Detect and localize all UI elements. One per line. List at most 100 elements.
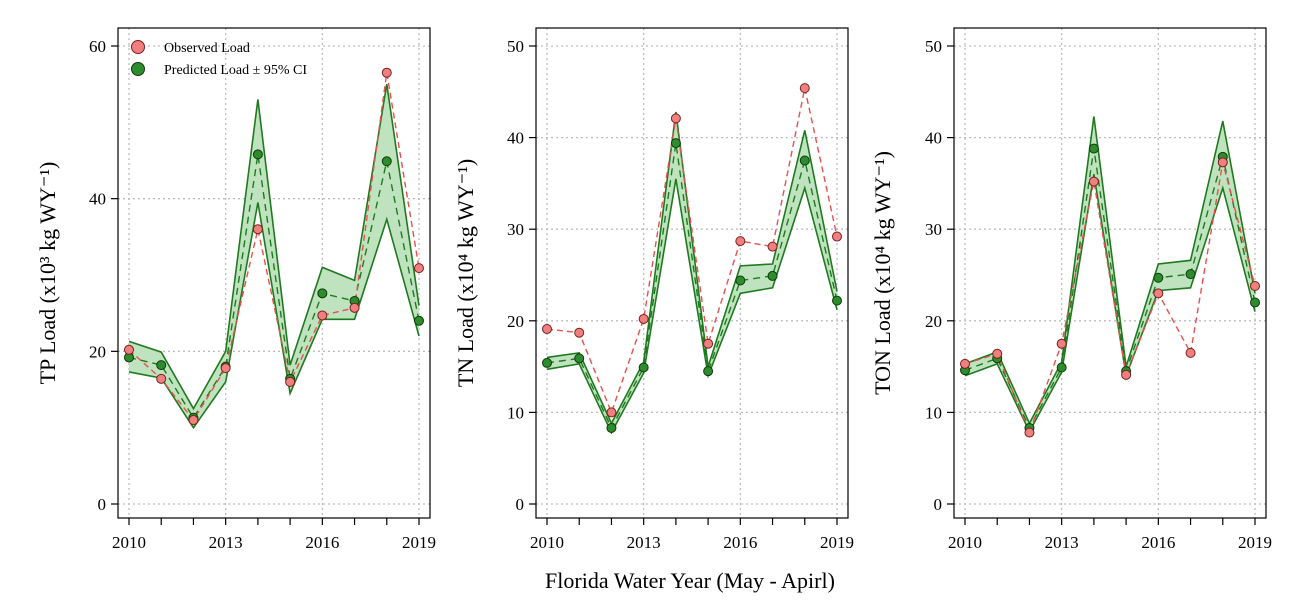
- observed-point: [414, 263, 424, 274]
- observed-point: [317, 310, 328, 321]
- confidence-band: [547, 111, 837, 433]
- observed-line: [128, 72, 420, 422]
- predicted-point: [252, 149, 263, 160]
- legend: Observed Load Predicted Load ± 95% CI: [131, 40, 307, 78]
- observed-point: [156, 373, 167, 384]
- observed-point: [252, 224, 263, 235]
- observed-point: [285, 376, 296, 387]
- y-tick-label: 20: [507, 312, 524, 331]
- observed-point: [1250, 280, 1260, 291]
- y-axis-title: TN Load (x10⁴ kg WY⁻¹): [453, 159, 478, 387]
- ci-upper-line: [964, 116, 1256, 426]
- x-tick-label: 2013: [627, 533, 661, 552]
- y-tick-label: 40: [925, 129, 942, 148]
- legend-observed-label: Observed Load: [164, 41, 250, 56]
- x-tick-label: 2016: [1141, 533, 1175, 552]
- y-tick-label: 40: [89, 190, 106, 209]
- y-tick-label: 20: [89, 342, 106, 361]
- predicted-point: [1056, 362, 1067, 373]
- chart-panel-1: 0 20 40 60 2010 2013 2016 2019 TP Load (x10³ kg …: [35, 27, 436, 552]
- observed-point: [1153, 288, 1164, 299]
- predicted-point: [414, 315, 424, 326]
- chart-panel-2: 0 10 20 30 40 50 2010 2013 2016 2019 TN Load (x10⁴…: [453, 27, 854, 552]
- ci-lower-line: [546, 178, 838, 435]
- observed-point: [799, 83, 810, 94]
- predicted-point: [703, 366, 714, 377]
- observed-point: [349, 302, 360, 313]
- predicted-point: [832, 295, 842, 306]
- confidence-band: [129, 84, 419, 428]
- predicted-line: [546, 142, 838, 430]
- x-tick-label: 2019: [402, 533, 436, 552]
- observed-point: [960, 358, 970, 369]
- chart-panel-3: 0 10 20 30 40 50 2010 2013 2016 2019 TON Load (x10…: [870, 27, 1272, 552]
- ci-upper-line: [546, 111, 838, 426]
- predicted-point: [606, 422, 617, 433]
- legend-observed-marker: [131, 40, 145, 54]
- x-tick-label: 2013: [209, 533, 243, 552]
- observed-point: [1121, 369, 1132, 380]
- x-axis-title: Florida Water Year (May - Apirl): [545, 568, 835, 593]
- observed-line: [546, 87, 838, 415]
- observed-point: [124, 344, 134, 355]
- x-tick-label: 2016: [305, 533, 339, 552]
- y-tick-label: 50: [507, 37, 524, 56]
- predicted-point: [1250, 297, 1260, 308]
- x-tick-label: 2013: [1045, 533, 1079, 552]
- y-tick-label: 10: [925, 403, 942, 422]
- y-tick-label: 30: [507, 220, 524, 239]
- observed-point: [992, 348, 1003, 359]
- observed-point: [703, 338, 714, 349]
- observed-point: [606, 407, 617, 418]
- predicted-point: [542, 357, 552, 368]
- predicted-point: [670, 138, 681, 149]
- y-tick-label: 30: [925, 220, 942, 239]
- y-tick-label: 0: [934, 495, 943, 514]
- x-tick-label: 2016: [723, 533, 757, 552]
- predicted-point: [735, 275, 746, 286]
- observed-point: [1024, 427, 1035, 438]
- y-tick-label: 50: [925, 37, 942, 56]
- x-tick-label: 2019: [1238, 533, 1272, 552]
- y-tick-label: 0: [98, 495, 107, 514]
- predicted-point: [638, 362, 649, 373]
- predicted-line: [128, 154, 420, 420]
- predicted-point: [317, 288, 328, 299]
- predicted-point: [574, 353, 585, 364]
- y-tick-label: 10: [507, 403, 524, 422]
- observed-point: [1088, 176, 1099, 187]
- plot-frame: [117, 27, 431, 519]
- predicted-point: [1185, 269, 1196, 280]
- observed-point: [188, 415, 199, 426]
- plot-frame: [953, 27, 1267, 519]
- y-tick-label: 60: [89, 37, 106, 56]
- predicted-point: [381, 156, 392, 167]
- legend-predicted-marker: [131, 62, 145, 76]
- observed-point: [542, 324, 552, 335]
- observed-point: [735, 236, 746, 247]
- predicted-point: [767, 270, 778, 281]
- y-tick-label: 0: [516, 495, 525, 514]
- observed-point: [381, 67, 392, 78]
- predicted-point: [156, 360, 167, 371]
- ci-upper-line: [128, 84, 420, 411]
- observed-point: [220, 363, 231, 374]
- predicted-point: [799, 155, 810, 166]
- observed-point: [1217, 157, 1228, 168]
- ci-lower-line: [128, 202, 420, 430]
- x-tick-label: 2010: [530, 533, 564, 552]
- x-tick-label: 2019: [820, 533, 854, 552]
- plot-frame: [535, 27, 849, 519]
- x-tick-label: 2010: [112, 533, 146, 552]
- predicted-point: [1153, 272, 1164, 283]
- predicted-line: [964, 148, 1256, 430]
- predicted-point: [1088, 143, 1099, 154]
- y-tick-label: 20: [925, 312, 942, 331]
- y-axis-title: TP Load (x10³ kg WY⁻¹): [35, 162, 60, 385]
- legend-predicted-label: Predicted Load ± 95% CI: [164, 63, 307, 78]
- observed-point: [638, 313, 649, 324]
- observed-point: [1056, 338, 1067, 349]
- observed-point: [832, 231, 842, 242]
